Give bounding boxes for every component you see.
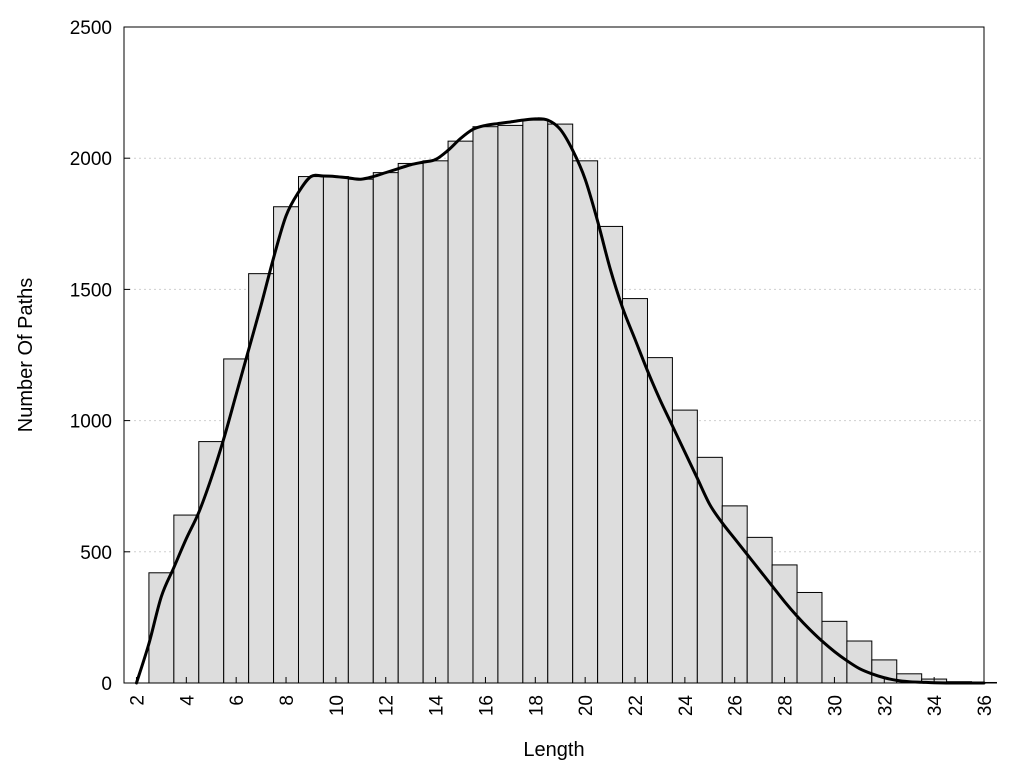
bar (497, 124, 524, 684)
x-tick-label: 10 (327, 695, 348, 716)
x-tick-label: 30 (825, 695, 846, 716)
bar (397, 162, 424, 684)
bar (646, 357, 673, 684)
x-tick-label: 4 (177, 695, 198, 706)
bar (273, 206, 299, 684)
x-tick-label: 8 (277, 695, 298, 706)
bar (322, 176, 349, 684)
bar (372, 172, 399, 684)
y-tick-label: 2000 (70, 149, 112, 170)
x-tick-label: 20 (576, 695, 597, 716)
bar (622, 298, 648, 684)
bar (547, 123, 574, 684)
bar (297, 176, 324, 684)
bar (671, 409, 698, 684)
bar (472, 126, 499, 684)
x-tick-label: 24 (676, 695, 697, 717)
x-tick-label: 16 (476, 695, 497, 716)
x-tick-label: 18 (526, 695, 547, 716)
bar (248, 273, 275, 684)
bar (223, 358, 250, 684)
y-tick-label: 2500 (70, 18, 112, 39)
bar (721, 505, 748, 684)
bar (347, 178, 374, 684)
bar (771, 564, 798, 684)
bars (148, 119, 997, 684)
x-tick-label: 26 (726, 695, 747, 716)
y-axis-label: Number Of Paths (15, 278, 37, 433)
x-tick-label: 34 (925, 695, 946, 717)
bar (522, 119, 549, 684)
x-tick-label: 2 (127, 695, 148, 706)
density-curve-layer (134, 117, 986, 685)
bar (696, 456, 723, 684)
x-tick-label: 12 (377, 695, 398, 716)
x-tick-label: 32 (875, 695, 896, 716)
y-tick-label: 1500 (70, 280, 112, 301)
bar (447, 140, 474, 684)
x-axis-label: Length (523, 739, 584, 761)
x-tick-label: 6 (227, 695, 248, 706)
density-curve (134, 117, 986, 685)
bar (597, 225, 624, 684)
y-tick-label: 0 (101, 674, 112, 695)
x-tick-label: 22 (626, 695, 647, 716)
bar (572, 160, 599, 684)
x-tick-label: 28 (776, 695, 797, 716)
x-tick-label: 36 (975, 695, 996, 716)
y-tick-label: 1000 (70, 412, 112, 433)
bar (422, 160, 449, 684)
plot-frame (123, 26, 985, 684)
x-tick-label: 14 (427, 695, 448, 717)
x-axis-ticks: 2 4 6 8 10 12 14 16 18 20 22 24 26 28 30 32 34 36 (127, 677, 996, 716)
y-tick-label: 500 (80, 543, 112, 564)
y-axis-ticks: 0 500 1000 1500 2000 2500 (70, 18, 130, 695)
